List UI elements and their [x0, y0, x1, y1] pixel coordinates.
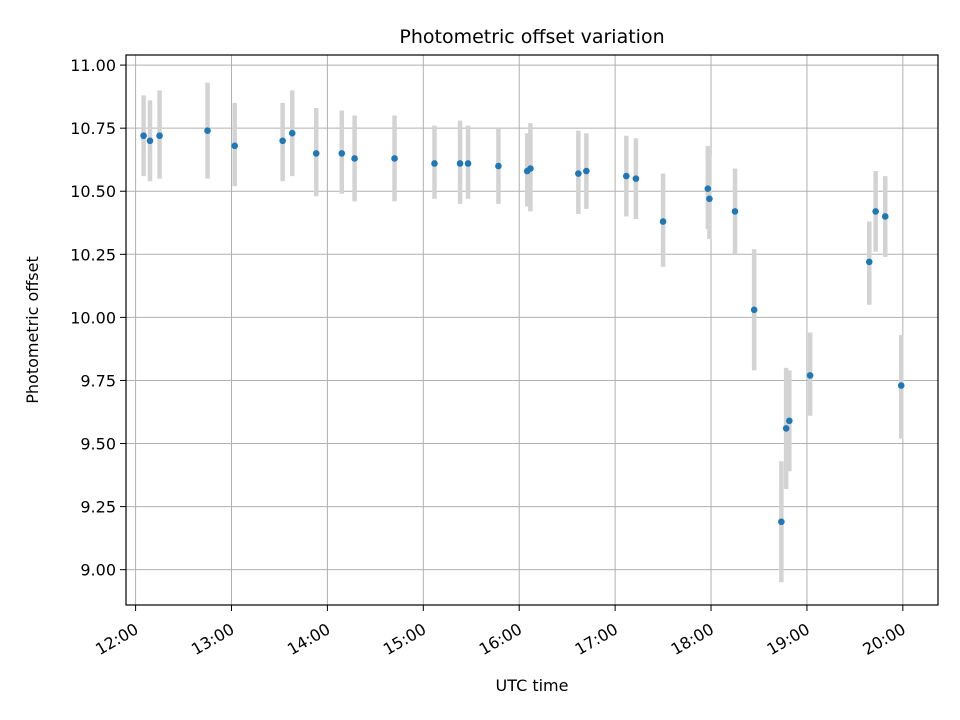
- chart-title: Photometric offset variation: [399, 26, 664, 48]
- data-point: [464, 160, 472, 167]
- data-point: [456, 160, 464, 167]
- grid-layer: [126, 55, 938, 605]
- data-point: [146, 137, 154, 145]
- data-point: [575, 170, 582, 177]
- y-axis-label: Photometric offset: [23, 256, 42, 404]
- y-tick-label: 9.25: [80, 498, 116, 517]
- data-point: [897, 382, 905, 389]
- data-point: [632, 175, 640, 182]
- data-point: [204, 127, 211, 134]
- data-point: [704, 185, 712, 193]
- data-point: [312, 150, 320, 157]
- data-point: [288, 129, 296, 137]
- data-point: [881, 213, 889, 220]
- data-point: [391, 155, 398, 162]
- data-point: [782, 425, 790, 432]
- data-point: [659, 218, 667, 225]
- y-tick-label: 10.25: [70, 245, 116, 264]
- data-point: [778, 518, 785, 526]
- data-point: [431, 160, 438, 167]
- data-point: [872, 208, 879, 215]
- data-point: [731, 208, 739, 215]
- data-point: [140, 132, 147, 140]
- data-point: [156, 132, 163, 140]
- y-tick-label: 10.50: [70, 182, 116, 201]
- data-point: [865, 258, 873, 266]
- plot-area-frame: [125, 54, 939, 606]
- data-point: [231, 142, 238, 150]
- x-axis-label: UTC time: [496, 676, 569, 695]
- data-point: [623, 172, 630, 180]
- data-point: [338, 150, 346, 157]
- y-tick-label: 9.00: [80, 561, 116, 580]
- data-point: [750, 306, 758, 314]
- data-point: [495, 162, 502, 170]
- y-tick-label: 10.00: [70, 308, 116, 327]
- y-tick-label: 9.75: [80, 371, 116, 390]
- y-tick-label: 10.75: [70, 119, 116, 138]
- data-point: [279, 137, 286, 145]
- data-point: [351, 155, 358, 162]
- data-point: [583, 167, 590, 175]
- y-tick-label: 11.00: [70, 56, 116, 75]
- data-point: [806, 372, 814, 379]
- data-point: [527, 165, 534, 172]
- data-point: [706, 195, 713, 203]
- data-point: [786, 417, 793, 425]
- marker-layer: [140, 127, 905, 526]
- y-tick-label: 9.50: [80, 435, 116, 454]
